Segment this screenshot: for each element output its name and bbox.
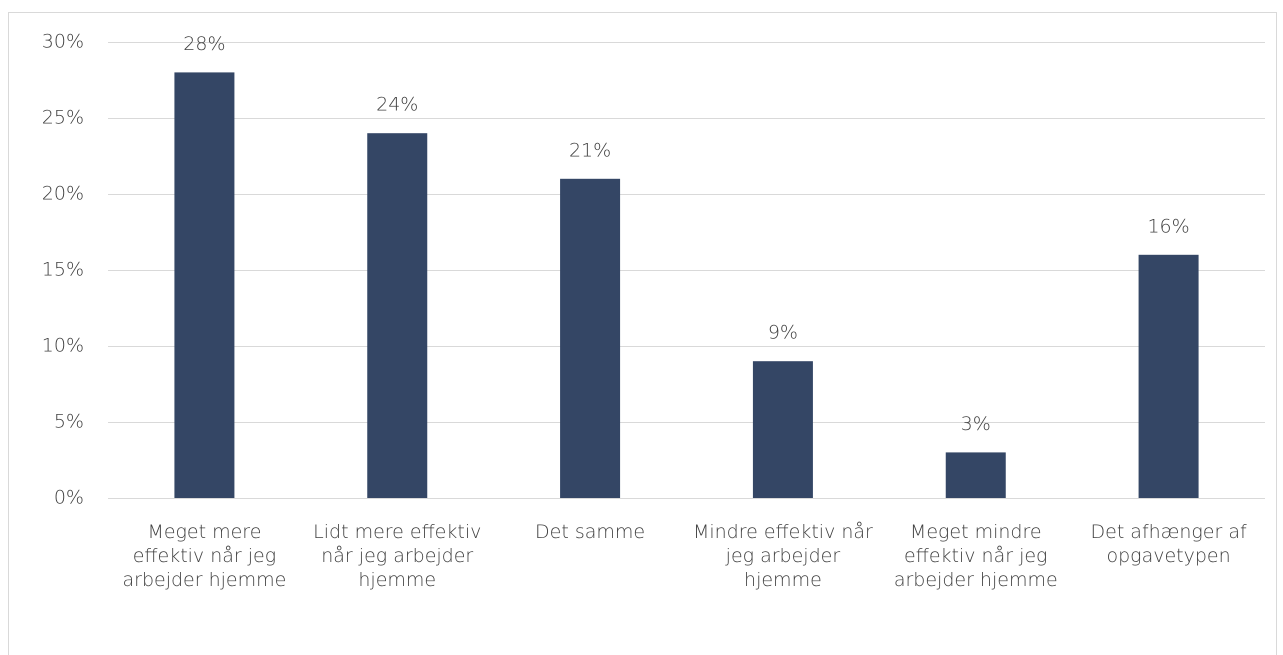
data-label: 24% xyxy=(376,94,418,116)
data-label: 16% xyxy=(1147,215,1189,237)
x-tick-label: Meget mindre effektiv når jeg arbejder hje… xyxy=(894,521,1058,591)
y-tick-label: 10% xyxy=(42,335,84,357)
y-tick-label: 30% xyxy=(42,31,84,53)
bar xyxy=(752,361,813,498)
data-label: 9% xyxy=(768,322,798,344)
bar xyxy=(560,178,621,499)
y-tick-label: 15% xyxy=(42,259,84,281)
x-tick-label: Meget mere effektiv når jeg arbejder hjemm… xyxy=(123,521,287,591)
bar xyxy=(174,72,235,499)
x-tick-label: Det samme xyxy=(535,521,645,543)
bar xyxy=(367,133,428,498)
x-tick-label: Det afhænger af opgavetypen xyxy=(1091,521,1247,567)
y-tick-label: 25% xyxy=(42,107,84,129)
bar xyxy=(1138,254,1199,498)
y-tick-label: 20% xyxy=(42,183,84,205)
x-tick-label: Mindre effektiv når jeg arbejder hjemme xyxy=(693,521,873,591)
x-tick-label: Lidt mere effektiv når jeg arbejder hjemme xyxy=(313,521,481,591)
data-label: 3% xyxy=(961,413,991,435)
bar xyxy=(945,452,1006,498)
data-label: 21% xyxy=(569,139,611,161)
y-tick-label: 5% xyxy=(54,411,84,433)
y-tick-label: 0% xyxy=(54,487,84,509)
chart-border xyxy=(8,12,1277,655)
data-label: 28% xyxy=(183,33,225,55)
